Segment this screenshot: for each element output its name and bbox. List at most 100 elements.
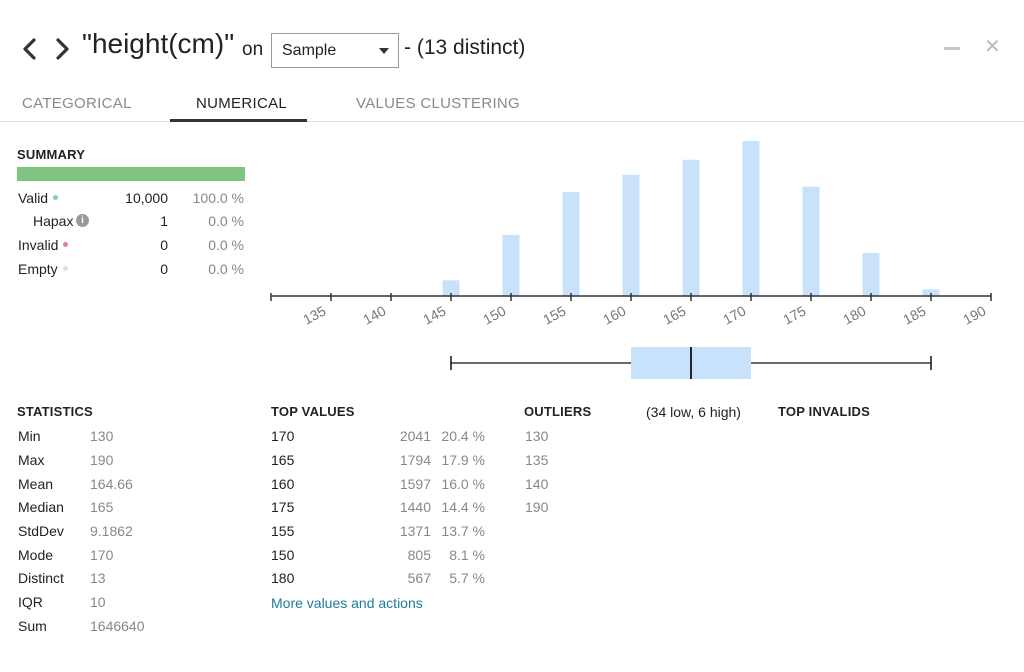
more-values-link[interactable]: More values and actions: [271, 595, 423, 611]
stat-value: 13: [90, 570, 106, 586]
stat-label: IQR: [18, 594, 43, 610]
summary-hapax-count: 1: [160, 213, 168, 229]
summary-invalid: Invalid: [18, 237, 69, 253]
tab-values-clustering[interactable]: VALUES CLUSTERING: [356, 95, 521, 112]
top-value: 160: [271, 476, 295, 492]
summary-empty-count: 0: [160, 261, 168, 277]
top-value-count: 1794: [399, 452, 431, 468]
stat-label: Median: [18, 499, 64, 515]
column-title: "height(cm)": [82, 28, 235, 59]
histogram-bar: [742, 141, 760, 296]
sample-select-value: Sample: [282, 42, 337, 59]
info-icon[interactable]: i: [76, 214, 89, 227]
summary-valid: Valid: [18, 190, 59, 206]
stat-value: 164.66: [90, 476, 133, 492]
summary-valid-pct: 100.0 %: [192, 190, 244, 206]
top-value-count: 1371: [399, 523, 431, 539]
invalid-dot-icon: [63, 241, 69, 247]
x-tick-label: 180: [840, 302, 868, 327]
tab-divider: [0, 121, 1024, 122]
stat-label: Mean: [18, 476, 54, 492]
previous-column-button[interactable]: [20, 36, 40, 62]
histogram-bar: [502, 234, 520, 296]
top-invalids-title: TOP INVALIDS: [778, 404, 870, 419]
outlier-value: 140: [525, 476, 549, 492]
stat-label: Max: [18, 452, 45, 468]
x-tick-label: 185: [900, 302, 928, 327]
x-tick-label: 155: [540, 302, 568, 327]
stat-value: 170: [90, 547, 114, 563]
stat-value: 10: [90, 594, 106, 610]
top-value-pct: 5.7 %: [449, 570, 485, 586]
histogram-bar: [562, 191, 580, 296]
active-tab-indicator: [170, 119, 307, 122]
summary-empty-pct: 0.0 %: [208, 261, 244, 277]
valid-dot-icon: [53, 194, 59, 200]
tab-categorical[interactable]: CATEGORICAL: [22, 95, 132, 112]
top-value-count: 1597: [399, 476, 431, 492]
stat-label: Min: [18, 428, 41, 444]
distinct-count: - (13 distinct): [404, 36, 526, 59]
top-value: 180: [271, 570, 295, 586]
summary-invalid-count: 0: [160, 237, 168, 253]
empty-dot-icon: [62, 265, 68, 271]
top-value-count: 567: [407, 570, 431, 586]
top-value-pct: 13.7 %: [441, 523, 485, 539]
stat-value: 9.1862: [90, 523, 133, 539]
top-value-count: 1440: [399, 499, 431, 515]
summary-invalid-pct: 0.0 %: [208, 237, 244, 253]
summary-title: SUMMARY: [17, 147, 86, 162]
top-value-pct: 16.0 %: [441, 476, 485, 492]
next-column-button[interactable]: [52, 36, 72, 62]
stat-value: 165: [90, 499, 114, 515]
outliers-title: OUTLIERS: [524, 404, 592, 419]
summary-hapax-label: Hapax: [33, 213, 74, 229]
top-value: 175: [271, 499, 295, 515]
chevron-left-icon: [23, 38, 36, 60]
histogram-bar: [682, 159, 700, 296]
top-value: 170: [271, 428, 295, 444]
x-tick-label: 160: [600, 302, 628, 327]
sample-select[interactable]: Sample: [271, 33, 399, 68]
top-value-pct: 20.4 %: [441, 428, 485, 444]
chevron-right-icon: [56, 38, 69, 60]
stat-value: 1646640: [90, 618, 145, 634]
top-value-pct: 8.1 %: [449, 547, 485, 563]
close-icon[interactable]: ✕: [984, 36, 1001, 58]
top-value-count: 2041: [399, 428, 431, 444]
summary-empty-label: Empty: [18, 261, 58, 277]
outliers-summary: (34 low, 6 high): [646, 404, 741, 420]
stat-label: Distinct: [18, 570, 64, 586]
caret-down-icon: [379, 48, 389, 54]
outlier-value: 135: [525, 452, 549, 468]
top-value-pct: 14.4 %: [441, 499, 485, 515]
x-tick-label: 175: [780, 302, 808, 327]
statistics-title: STATISTICS: [17, 404, 93, 419]
top-value: 150: [271, 547, 295, 563]
outlier-value: 130: [525, 428, 549, 444]
x-tick-label: 150: [480, 302, 508, 327]
histogram-bar: [442, 280, 460, 296]
x-tick-label: 145: [420, 302, 448, 327]
x-tick-label: 190: [960, 302, 988, 327]
stat-label: StdDev: [18, 523, 64, 539]
outlier-value: 190: [525, 499, 549, 515]
x-tick-label: 140: [360, 302, 388, 327]
x-tick-label: 165: [660, 302, 688, 327]
top-values-title: TOP VALUES: [271, 404, 355, 419]
validity-bar: [17, 167, 245, 181]
stat-value: 190: [90, 452, 114, 468]
x-tick-label: 135: [300, 302, 328, 327]
stat-value: 130: [90, 428, 114, 444]
tab-numerical[interactable]: NUMERICAL: [196, 95, 288, 112]
summary-invalid-label: Invalid: [18, 237, 59, 253]
summary-empty: Empty: [18, 261, 68, 277]
histogram-bar: [622, 174, 640, 296]
histogram-chart: 135 140 145 150 155 160 165 170 175 180 185 190: [270, 141, 992, 379]
top-value: 155: [271, 523, 295, 539]
x-tick-label: 170: [720, 302, 748, 327]
top-value-count: 805: [407, 547, 431, 563]
stat-label: Mode: [18, 547, 54, 563]
minimize-button[interactable]: [944, 47, 960, 50]
summary-valid-count: 10,000: [125, 190, 168, 206]
